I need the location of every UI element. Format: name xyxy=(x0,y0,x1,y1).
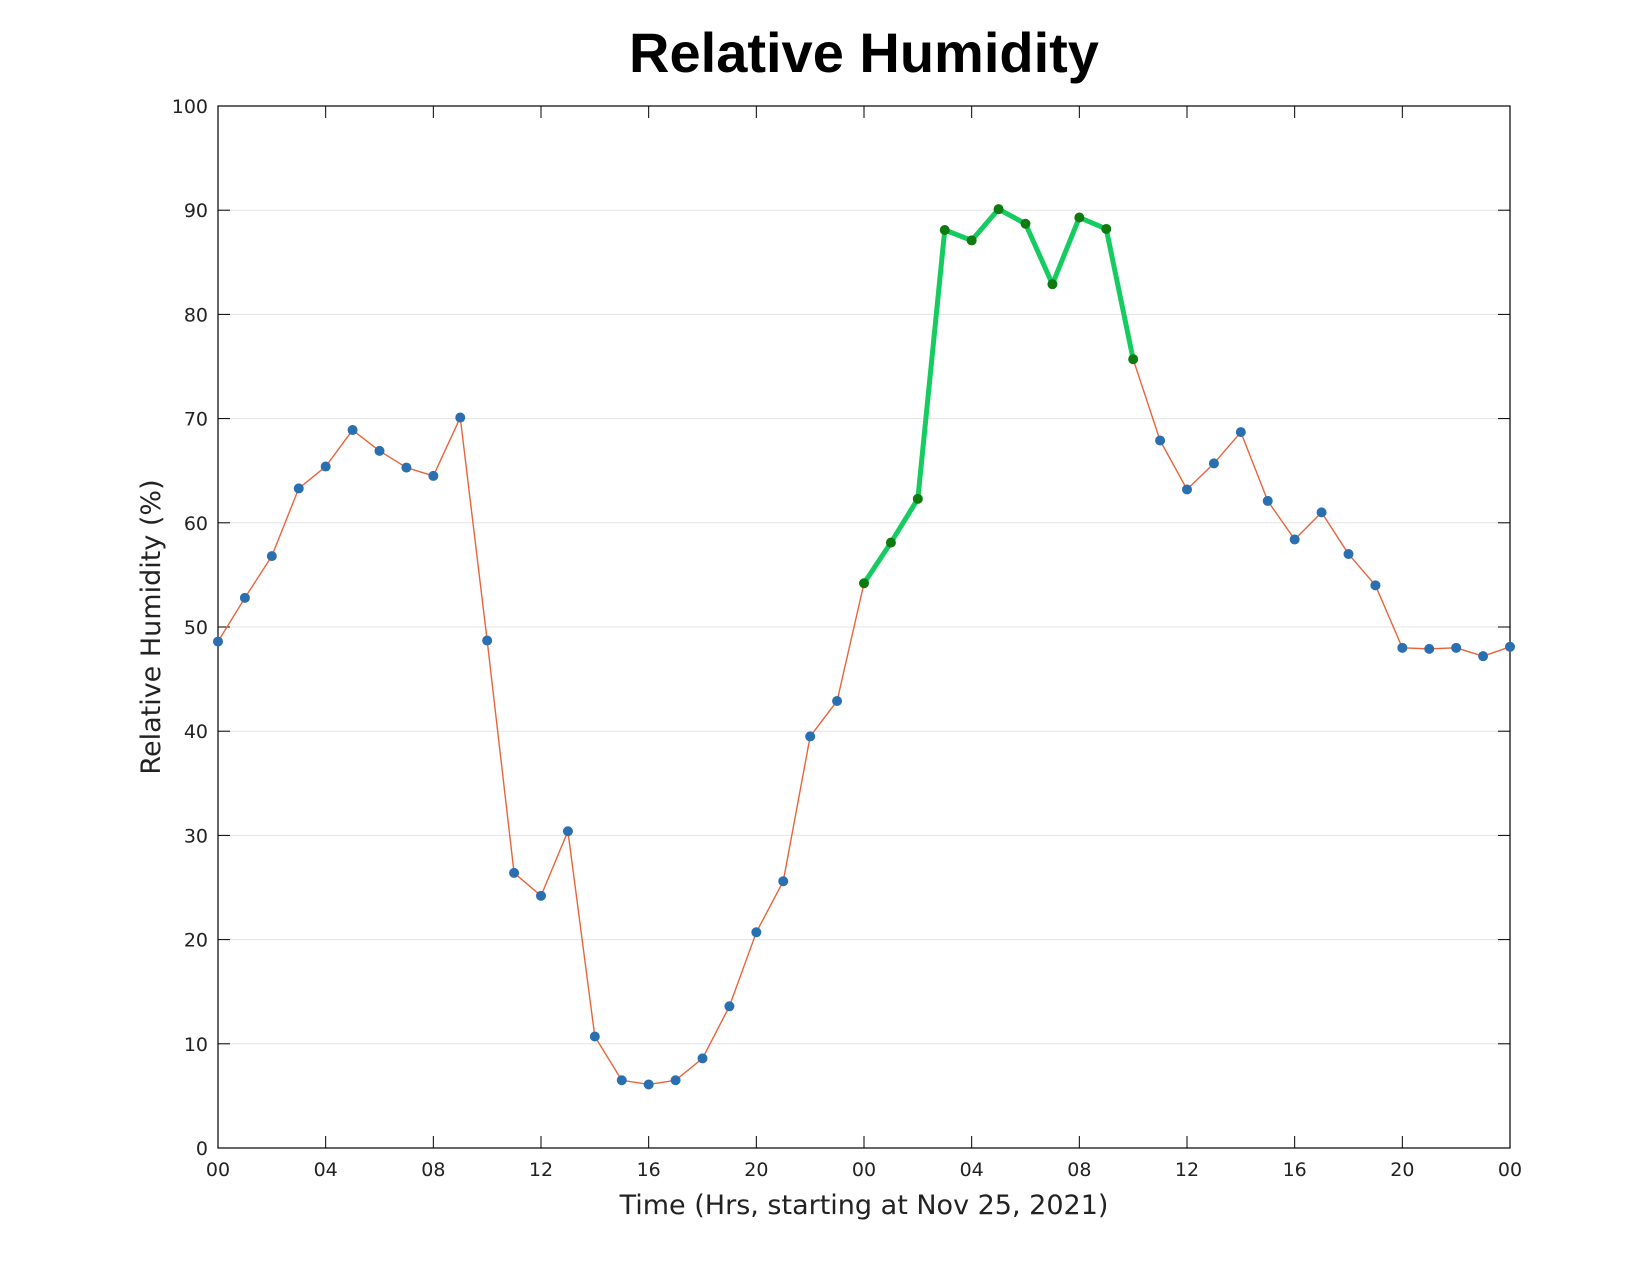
data-point xyxy=(536,890,546,901)
y-tick-label: 90 xyxy=(184,200,208,222)
x-axis-label: Time (Hrs, starting at Nov 25, 2021) xyxy=(619,1190,1109,1221)
data-point xyxy=(509,867,520,878)
data-point xyxy=(562,826,573,837)
data-point xyxy=(320,461,331,472)
data-point xyxy=(1235,427,1246,438)
data-point xyxy=(805,731,816,742)
highlight-data-point xyxy=(1047,279,1058,290)
data-point xyxy=(1262,495,1273,506)
x-tick-label: 00 xyxy=(852,1159,876,1181)
data-point xyxy=(401,462,412,473)
data-point xyxy=(1505,641,1515,652)
highlight-data-point xyxy=(1074,212,1085,223)
x-tick-labels: 00 04 08 12 16 20 00 04 08 12 16 20 00 xyxy=(206,1159,1522,1181)
gridlines xyxy=(218,209,1510,1045)
axis-ticks xyxy=(217,105,1511,1149)
highlight-line xyxy=(861,206,1136,585)
y-tick-label: 100 xyxy=(172,96,208,118)
data-point xyxy=(455,412,466,423)
data-point xyxy=(643,1079,654,1090)
highlight-data-point xyxy=(993,204,1004,215)
x-tick-label: 20 xyxy=(1390,1159,1414,1181)
series-humidity xyxy=(213,204,1515,1090)
series-line xyxy=(217,208,1511,1086)
data-point xyxy=(1343,549,1354,560)
y-tick-label: 0 xyxy=(196,1138,208,1160)
y-tick-label: 20 xyxy=(184,930,208,952)
data-point xyxy=(832,695,843,706)
y-tick-labels: 0 10 20 30 40 50 60 70 80 90 100 xyxy=(172,96,208,1160)
data-point xyxy=(724,1001,735,1012)
data-point xyxy=(589,1031,600,1042)
data-point xyxy=(778,876,789,887)
highlight-data-point xyxy=(1020,218,1031,229)
x-tick-label: 12 xyxy=(529,1159,553,1181)
data-point xyxy=(1478,651,1489,662)
data-point xyxy=(374,445,385,456)
data-point xyxy=(1289,534,1300,545)
data-point xyxy=(1316,507,1327,518)
x-tick-label: 08 xyxy=(421,1159,445,1181)
x-tick-label: 16 xyxy=(637,1159,661,1181)
x-tick-label: 04 xyxy=(960,1159,984,1181)
data-point xyxy=(1451,642,1462,653)
data-point xyxy=(670,1075,681,1086)
data-point xyxy=(347,425,358,436)
x-tick-label: 08 xyxy=(1067,1159,1091,1181)
data-point xyxy=(293,483,304,494)
y-tick-label: 40 xyxy=(184,721,208,743)
highlight-data-point xyxy=(1101,223,1112,234)
y-tick-label: 70 xyxy=(184,409,208,431)
highlight-data-point xyxy=(966,235,977,246)
data-point xyxy=(239,592,250,603)
chart-title: Relative Humidity xyxy=(629,21,1099,84)
x-tick-label: 00 xyxy=(1498,1159,1522,1181)
highlight-data-point xyxy=(1128,354,1139,365)
data-point xyxy=(213,636,223,647)
highlight-data-point xyxy=(885,537,896,548)
y-tick-label: 50 xyxy=(184,617,208,639)
data-point xyxy=(697,1053,708,1064)
x-tick-label: 16 xyxy=(1283,1159,1307,1181)
data-point xyxy=(482,635,493,646)
x-tick-label: 04 xyxy=(314,1159,338,1181)
y-tick-label: 60 xyxy=(184,513,208,535)
x-tick-label: 00 xyxy=(206,1159,230,1181)
data-point xyxy=(428,470,439,481)
data-point xyxy=(1155,435,1166,446)
data-point xyxy=(616,1075,627,1086)
y-tick-label: 80 xyxy=(184,304,208,326)
x-tick-label: 12 xyxy=(1175,1159,1199,1181)
data-point xyxy=(266,551,277,562)
y-axis-label: Relative Humidity (%) xyxy=(136,479,167,774)
data-point xyxy=(1370,580,1381,591)
highlight-data-point xyxy=(939,225,950,235)
highlight-data-point xyxy=(912,493,923,504)
data-point xyxy=(1182,484,1192,495)
y-tick-label: 30 xyxy=(184,825,208,847)
data-point xyxy=(751,927,762,938)
y-tick-label: 10 xyxy=(184,1034,208,1056)
x-tick-label: 20 xyxy=(744,1159,768,1181)
data-point xyxy=(1424,643,1435,654)
highlight-data-point xyxy=(859,578,869,589)
data-point xyxy=(1397,642,1408,653)
data-point xyxy=(1208,458,1219,469)
